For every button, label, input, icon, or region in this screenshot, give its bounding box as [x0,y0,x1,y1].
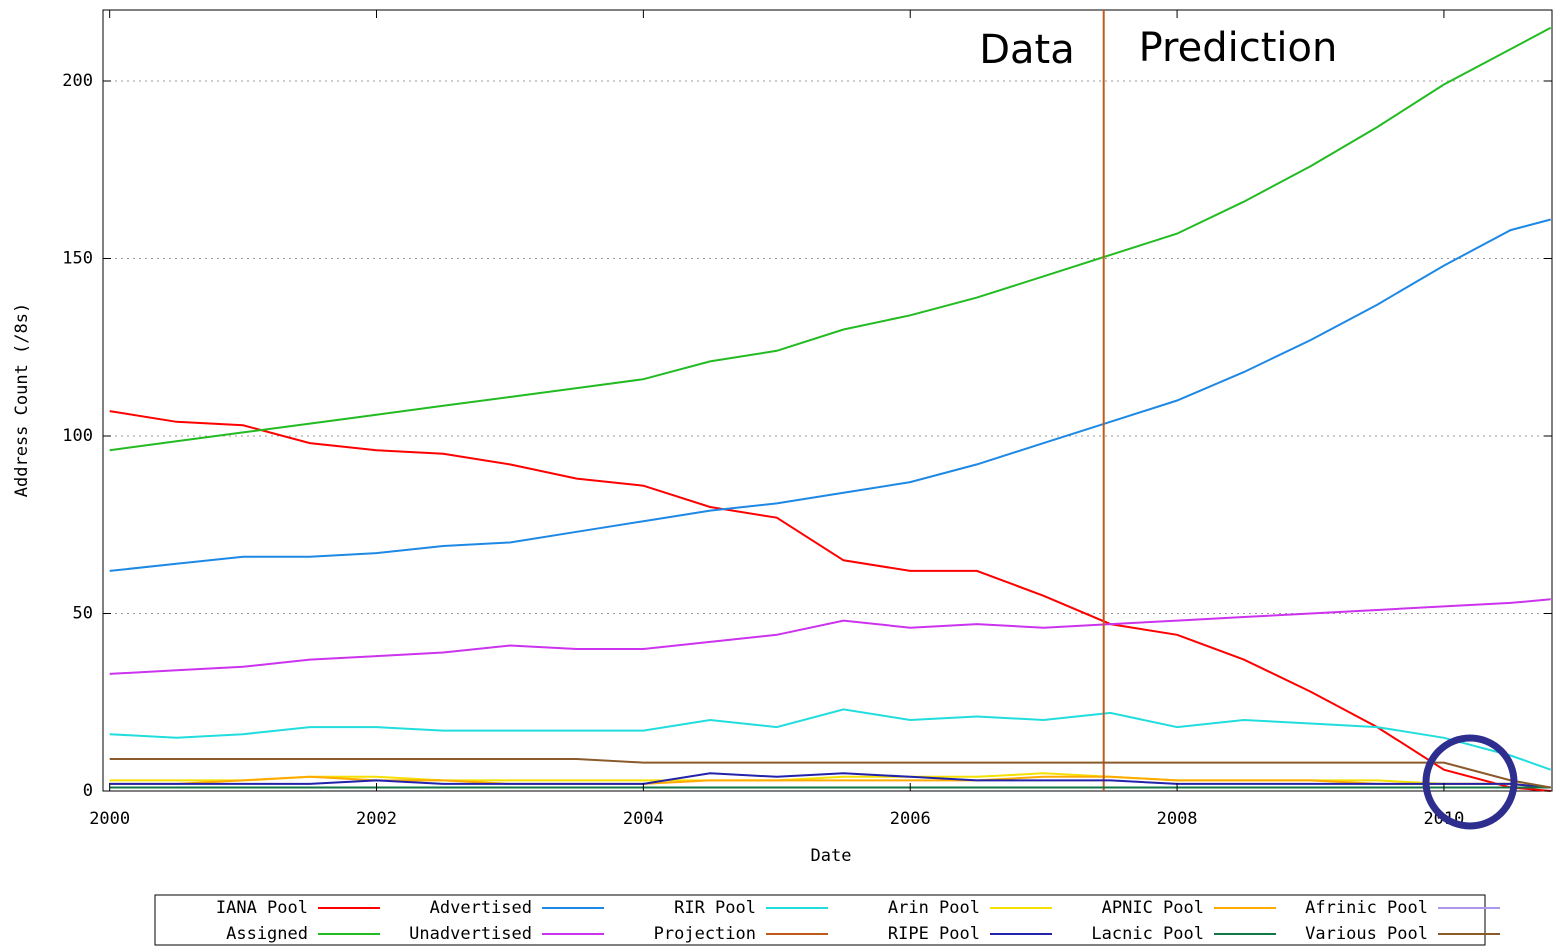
legend-label: IANA Pool [216,898,308,918]
series-line [109,218,1551,572]
series-line [109,708,1552,771]
y-tick-label: 100 [62,426,93,446]
y-axis-label: Address Count (/8s) [12,303,32,497]
legend-label: Lacnic Pool [1091,924,1204,944]
y-tick-label: 200 [62,71,93,91]
series-line [109,758,1551,789]
plot-area [103,10,1552,792]
series-line [109,772,1551,789]
y-tick-label: 0 [83,781,93,801]
series-line [109,410,1551,792]
legend-label: Various Pool [1305,924,1428,944]
legend-label: Unadvertised [409,924,532,944]
x-tick-label: 2002 [356,809,397,829]
x-tick-label: 2006 [890,809,931,829]
legend-label: Afrinic Pool [1305,898,1428,918]
legend-label: Advertised [430,898,532,918]
highlight-circle [1422,734,1518,830]
series-line [109,772,1551,789]
x-axis-label: Date [811,846,852,866]
legend-label: APNIC Pool [1102,898,1204,918]
annotation: Prediction [1139,25,1338,71]
x-tick-label: 2008 [1157,809,1198,829]
legend-label: RIR Pool [674,898,756,918]
y-tick-label: 150 [62,249,93,269]
series-line [109,598,1551,675]
legend [154,894,1486,946]
legend-label: Projection [654,924,756,944]
x-tick-label: 2000 [89,809,130,829]
legend-label: RIPE Pool [888,924,980,944]
x-tick-label: 2004 [623,809,664,829]
plot-frame [102,9,1553,792]
legend-label: Arin Pool [888,898,980,918]
series-line [109,26,1552,452]
series-line [109,775,1551,789]
annotation: Data [979,27,1075,73]
y-tick-label: 50 [73,604,93,624]
legend-label: Assigned [226,924,308,944]
